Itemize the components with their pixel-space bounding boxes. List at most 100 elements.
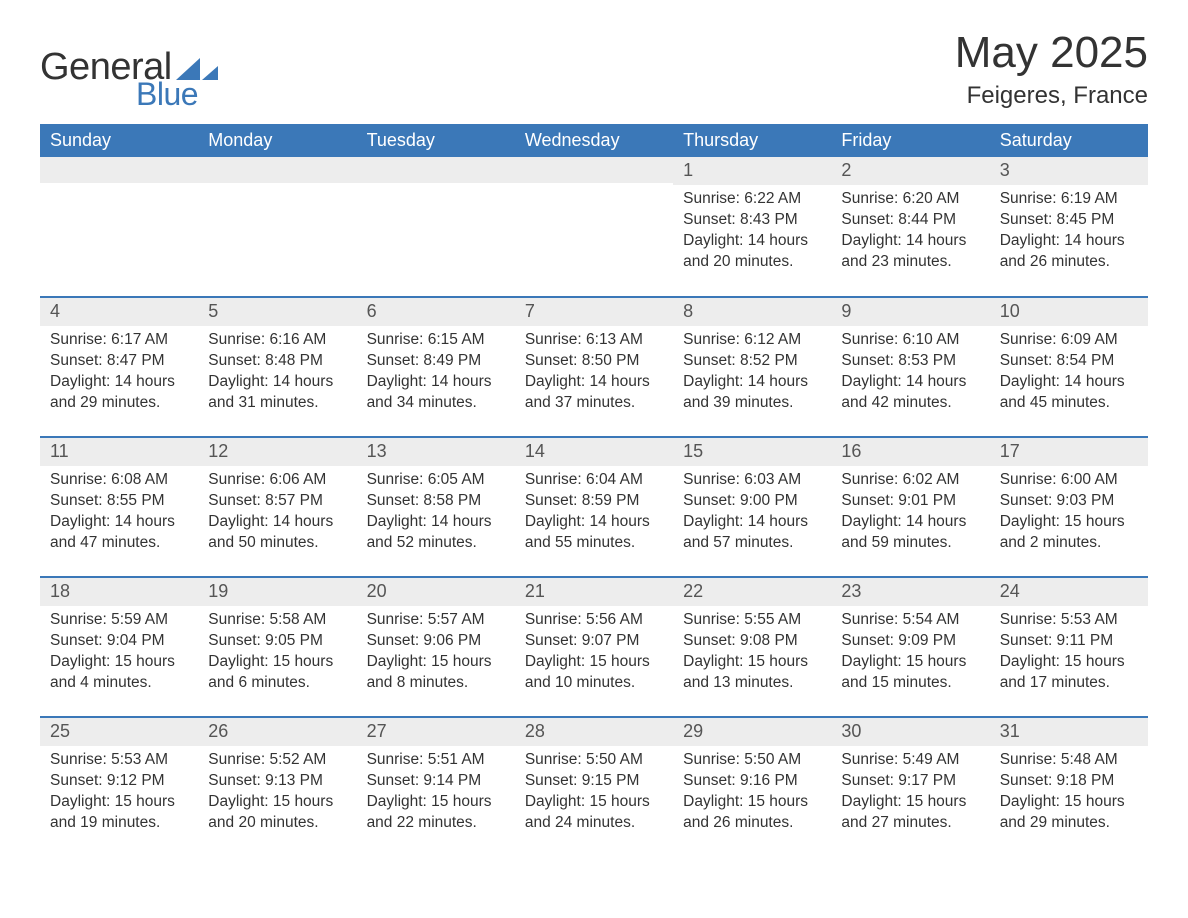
day-detail-line: Sunset: 9:01 PM <box>841 491 979 512</box>
day-detail-line: and 31 minutes. <box>208 393 346 414</box>
day-detail-line: and 57 minutes. <box>683 533 821 554</box>
day-detail-line: Sunrise: 5:53 AM <box>1000 610 1138 631</box>
day-detail-line: Daylight: 14 hours <box>683 512 821 533</box>
day-detail-line: Daylight: 14 hours <box>841 231 979 252</box>
calendar-day-cell: 27 Sunrise: 5:51 AMSunset: 9:14 PMDayligh… <box>357 717 515 857</box>
weekday-header: Sunday <box>40 124 198 157</box>
day-detail-line: Sunrise: 5:54 AM <box>841 610 979 631</box>
day-number: 12 <box>198 438 356 466</box>
day-number <box>515 157 673 183</box>
day-detail-line: Sunset: 9:18 PM <box>1000 771 1138 792</box>
calendar-day-cell: 16Sunrise: 6:02 AMSunset: 9:01 PMDayligh… <box>831 437 989 577</box>
calendar-table: SundayMondayTuesdayWednesdayThursdayFrid… <box>40 124 1148 857</box>
calendar-day-cell: 22Sunrise: 5:55 AMSunset: 9:08 PMDayligh… <box>673 577 831 717</box>
day-detail-line: Sunrise: 5:52 AM <box>208 750 346 771</box>
day-detail-line: Sunrise: 5:53 AM <box>50 750 188 771</box>
day-detail-line: and 34 minutes. <box>367 393 505 414</box>
day-detail-line: Sunset: 9:03 PM <box>1000 491 1138 512</box>
day-detail-line: and 20 minutes. <box>208 813 346 834</box>
calendar-page: General Blue May 2025 Feigeres, France S… <box>0 0 1188 918</box>
day-detail: Sunrise: 6:17 AMSunset: 8:47 PMDaylight:… <box>40 326 198 422</box>
day-number <box>357 157 515 183</box>
day-detail-line: Sunrise: 5:51 AM <box>367 750 505 771</box>
day-detail: Sunrise: 5:50 AMSunset: 9:16 PMDaylight:… <box>673 746 831 842</box>
day-detail-line: Sunrise: 6:09 AM <box>1000 330 1138 351</box>
day-detail-line: and 4 minutes. <box>50 673 188 694</box>
calendar-day-cell: 25Sunrise: 5:53 AMSunset: 9:12 PMDayligh… <box>40 717 198 857</box>
day-detail-line: Daylight: 14 hours <box>841 512 979 533</box>
day-detail-line: Sunset: 8:58 PM <box>367 491 505 512</box>
day-number: 17 <box>990 438 1148 466</box>
day-detail-line: Sunrise: 6:16 AM <box>208 330 346 351</box>
day-detail-line: Sunrise: 6:06 AM <box>208 470 346 491</box>
day-detail: Sunrise: 5:49 AMSunset: 9:17 PMDaylight:… <box>831 746 989 842</box>
day-detail-line: Sunrise: 5:48 AM <box>1000 750 1138 771</box>
day-detail-line: and 6 minutes. <box>208 673 346 694</box>
title-block: May 2025 Feigeres, France <box>955 30 1148 110</box>
calendar-week-row: 1Sunrise: 6:22 AMSunset: 8:43 PMDaylight… <box>40 157 1148 297</box>
day-number <box>40 157 198 183</box>
day-detail-line: and 24 minutes. <box>525 813 663 834</box>
day-detail-line: and 29 minutes. <box>1000 813 1138 834</box>
day-detail-line: and 39 minutes. <box>683 393 821 414</box>
day-detail-line: Sunrise: 6:15 AM <box>367 330 505 351</box>
day-detail-line: Daylight: 15 hours <box>841 792 979 813</box>
day-detail-line: Sunset: 9:14 PM <box>367 771 505 792</box>
page-header: General Blue May 2025 Feigeres, France <box>40 30 1148 110</box>
day-detail: Sunrise: 6:12 AMSunset: 8:52 PMDaylight:… <box>673 326 831 422</box>
calendar-day-cell: 12Sunrise: 6:06 AMSunset: 8:57 PMDayligh… <box>198 437 356 577</box>
day-detail-line: Daylight: 15 hours <box>1000 652 1138 673</box>
weekday-header: Tuesday <box>357 124 515 157</box>
calendar-day-cell: 18Sunrise: 5:59 AMSunset: 9:04 PMDayligh… <box>40 577 198 717</box>
day-number: 25 <box>40 718 198 746</box>
day-detail: Sunrise: 5:53 AMSunset: 9:11 PMDaylight:… <box>990 606 1148 702</box>
day-detail-line: Sunset: 9:08 PM <box>683 631 821 652</box>
calendar-day-cell: 11Sunrise: 6:08 AMSunset: 8:55 PMDayligh… <box>40 437 198 577</box>
day-number: 28 <box>515 718 673 746</box>
day-detail-line: Sunset: 9:09 PM <box>841 631 979 652</box>
day-detail-line: and 15 minutes. <box>841 673 979 694</box>
day-number: 29 <box>673 718 831 746</box>
day-detail: Sunrise: 5:53 AMSunset: 9:12 PMDaylight:… <box>40 746 198 842</box>
day-detail-line: Daylight: 14 hours <box>683 372 821 393</box>
day-detail-line: Sunset: 9:16 PM <box>683 771 821 792</box>
calendar-day-cell: 10Sunrise: 6:09 AMSunset: 8:54 PMDayligh… <box>990 297 1148 437</box>
day-number <box>198 157 356 183</box>
day-detail-line: and 45 minutes. <box>1000 393 1138 414</box>
day-detail-line: Daylight: 15 hours <box>525 652 663 673</box>
day-detail-line: Sunset: 8:47 PM <box>50 351 188 372</box>
day-detail: Sunrise: 6:00 AMSunset: 9:03 PMDaylight:… <box>990 466 1148 562</box>
day-detail-line: Sunrise: 6:20 AM <box>841 189 979 210</box>
day-number: 27 <box>357 718 515 746</box>
day-detail-line: Sunset: 9:13 PM <box>208 771 346 792</box>
day-detail-line: Daylight: 15 hours <box>683 652 821 673</box>
day-detail-line: and 26 minutes. <box>683 813 821 834</box>
day-detail-line: Sunrise: 5:49 AM <box>841 750 979 771</box>
calendar-day-cell: 6Sunrise: 6:15 AMSunset: 8:49 PMDaylight… <box>357 297 515 437</box>
day-number: 21 <box>515 578 673 606</box>
day-detail-line: and 22 minutes. <box>367 813 505 834</box>
day-detail-line: and 55 minutes. <box>525 533 663 554</box>
day-detail-line: and 20 minutes. <box>683 252 821 273</box>
day-detail-line: Daylight: 15 hours <box>1000 792 1138 813</box>
day-detail-line: and 50 minutes. <box>208 533 346 554</box>
calendar-day-cell: 13Sunrise: 6:05 AMSunset: 8:58 PMDayligh… <box>357 437 515 577</box>
day-detail-line: Daylight: 15 hours <box>367 792 505 813</box>
day-number: 16 <box>831 438 989 466</box>
day-detail-line: Sunset: 8:44 PM <box>841 210 979 231</box>
calendar-day-cell: 14Sunrise: 6:04 AMSunset: 8:59 PMDayligh… <box>515 437 673 577</box>
day-detail-line: and 10 minutes. <box>525 673 663 694</box>
day-number: 4 <box>40 298 198 326</box>
calendar-day-cell: 20Sunrise: 5:57 AMSunset: 9:06 PMDayligh… <box>357 577 515 717</box>
day-detail-line: Sunrise: 5:50 AM <box>683 750 821 771</box>
calendar-day-cell <box>40 157 198 297</box>
day-detail-line: Daylight: 14 hours <box>1000 372 1138 393</box>
day-detail-line: Sunset: 9:00 PM <box>683 491 821 512</box>
day-detail-line: Daylight: 15 hours <box>683 792 821 813</box>
day-detail-line: and 8 minutes. <box>367 673 505 694</box>
calendar-day-cell: 29Sunrise: 5:50 AMSunset: 9:16 PMDayligh… <box>673 717 831 857</box>
day-number: 5 <box>198 298 356 326</box>
calendar-day-cell: 8Sunrise: 6:12 AMSunset: 8:52 PMDaylight… <box>673 297 831 437</box>
day-detail-line: Sunset: 8:52 PM <box>683 351 821 372</box>
calendar-week-row: 4Sunrise: 6:17 AMSunset: 8:47 PMDaylight… <box>40 297 1148 437</box>
